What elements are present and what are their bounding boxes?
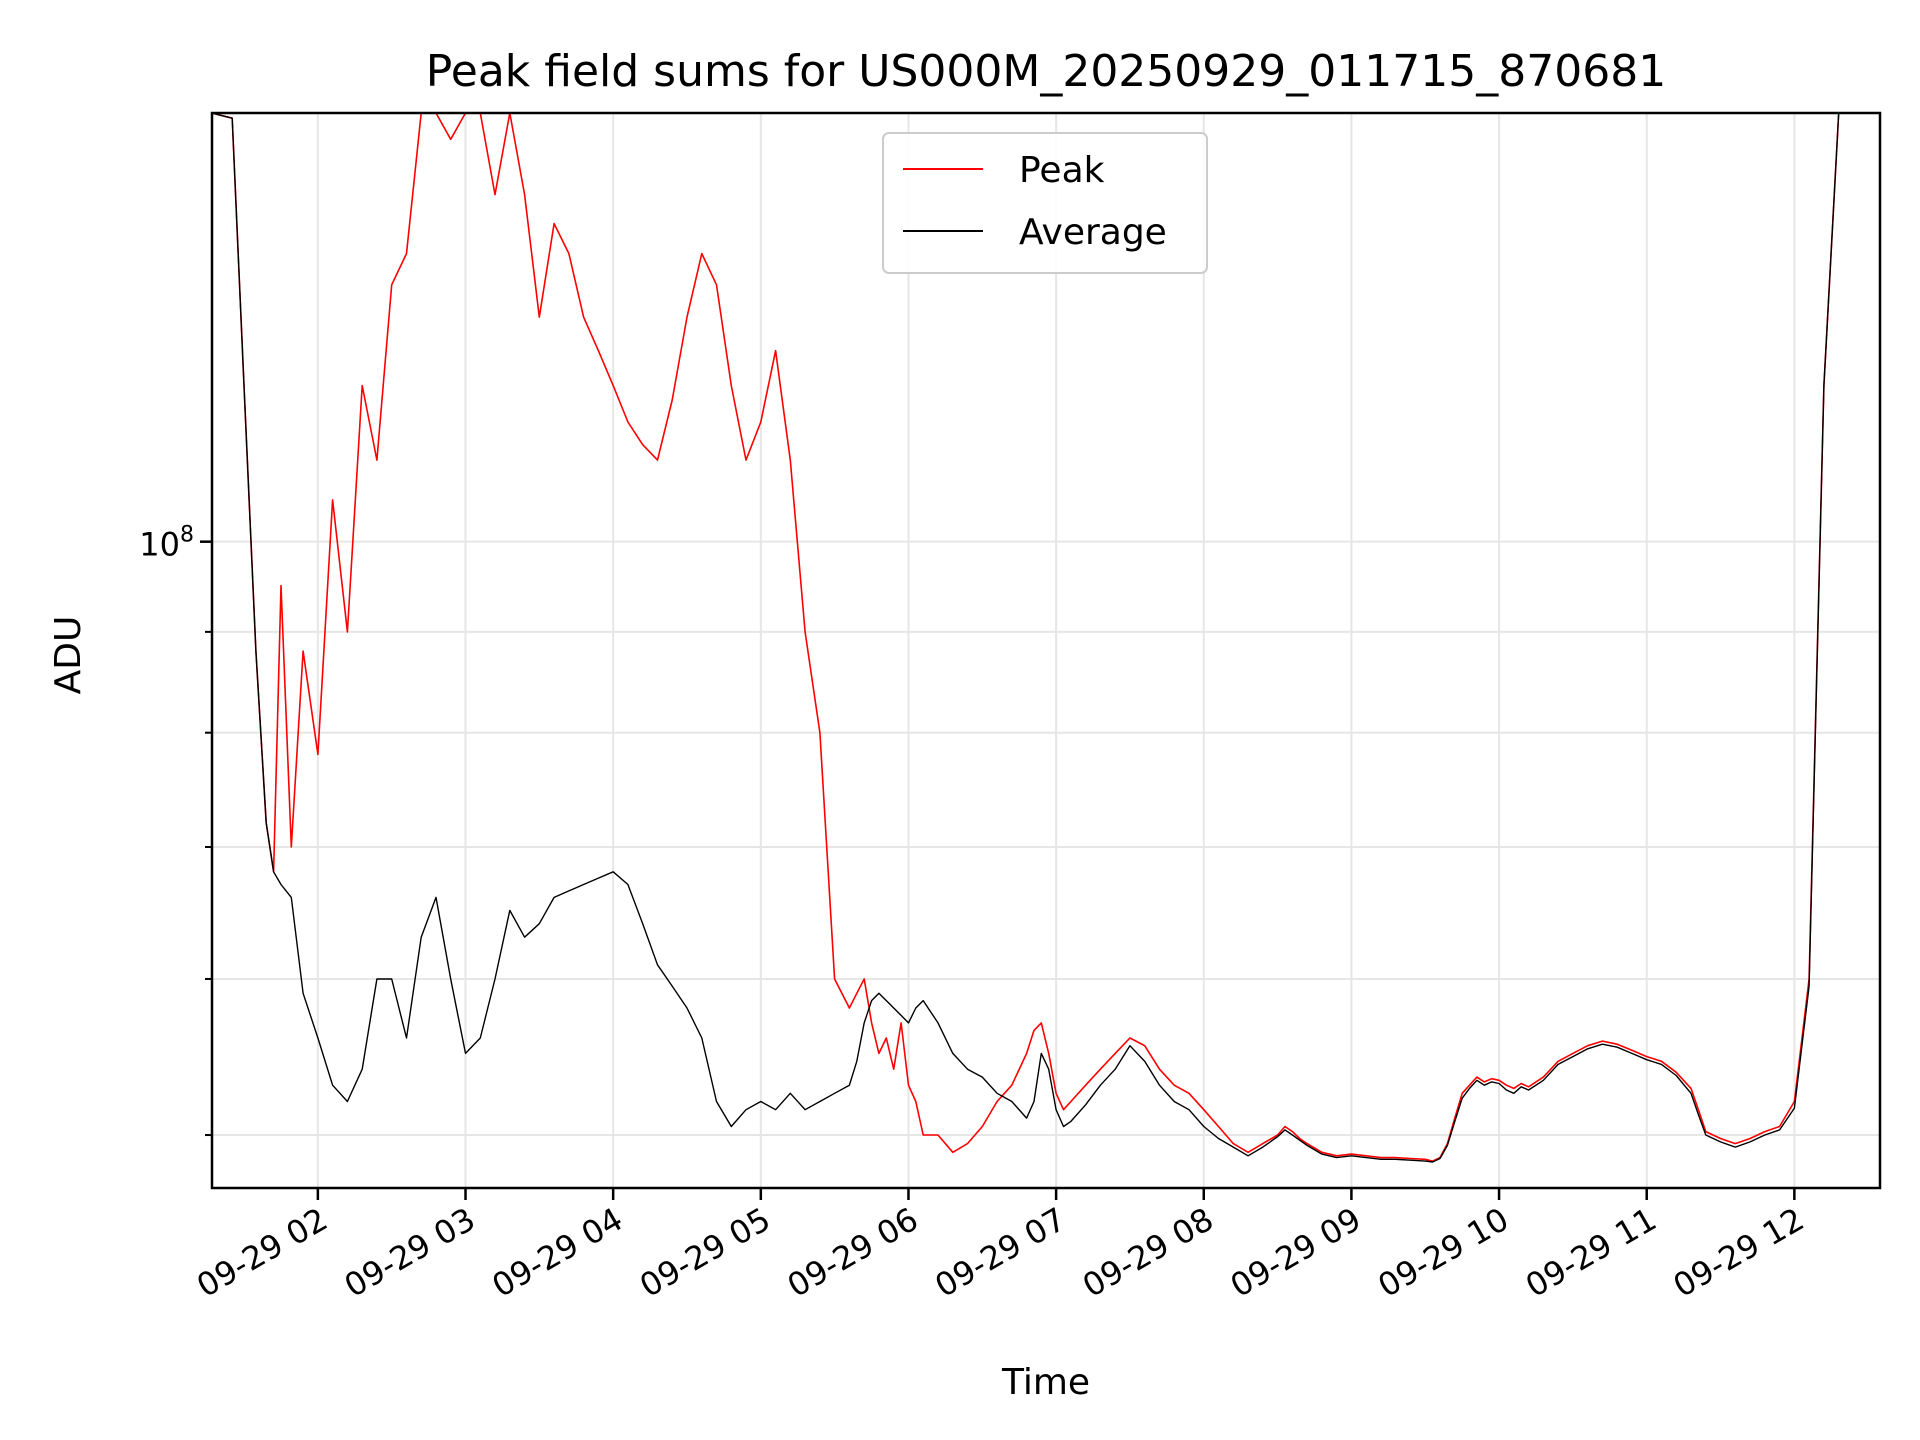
x-axis-label: Time bbox=[1001, 1362, 1090, 1403]
grid bbox=[212, 113, 1880, 1188]
legend-label-peak: Peak bbox=[1019, 150, 1105, 191]
series-line-average bbox=[212, 113, 1880, 1163]
plot-area-frame bbox=[210, 111, 1882, 1190]
series-line-peak bbox=[212, 113, 1880, 1162]
legend: Peak Average bbox=[882, 132, 1208, 274]
y-tick-label: 108 bbox=[139, 523, 194, 564]
series-group bbox=[212, 113, 1880, 1163]
chart-title: Peak field sums for US000M_20250929_0117… bbox=[426, 46, 1666, 97]
y-axis-label: ADU bbox=[48, 616, 89, 695]
y-tick-exponent: 8 bbox=[180, 523, 194, 548]
legend-label-average: Average bbox=[1019, 212, 1167, 253]
y-tick-base: 10 bbox=[139, 526, 180, 564]
